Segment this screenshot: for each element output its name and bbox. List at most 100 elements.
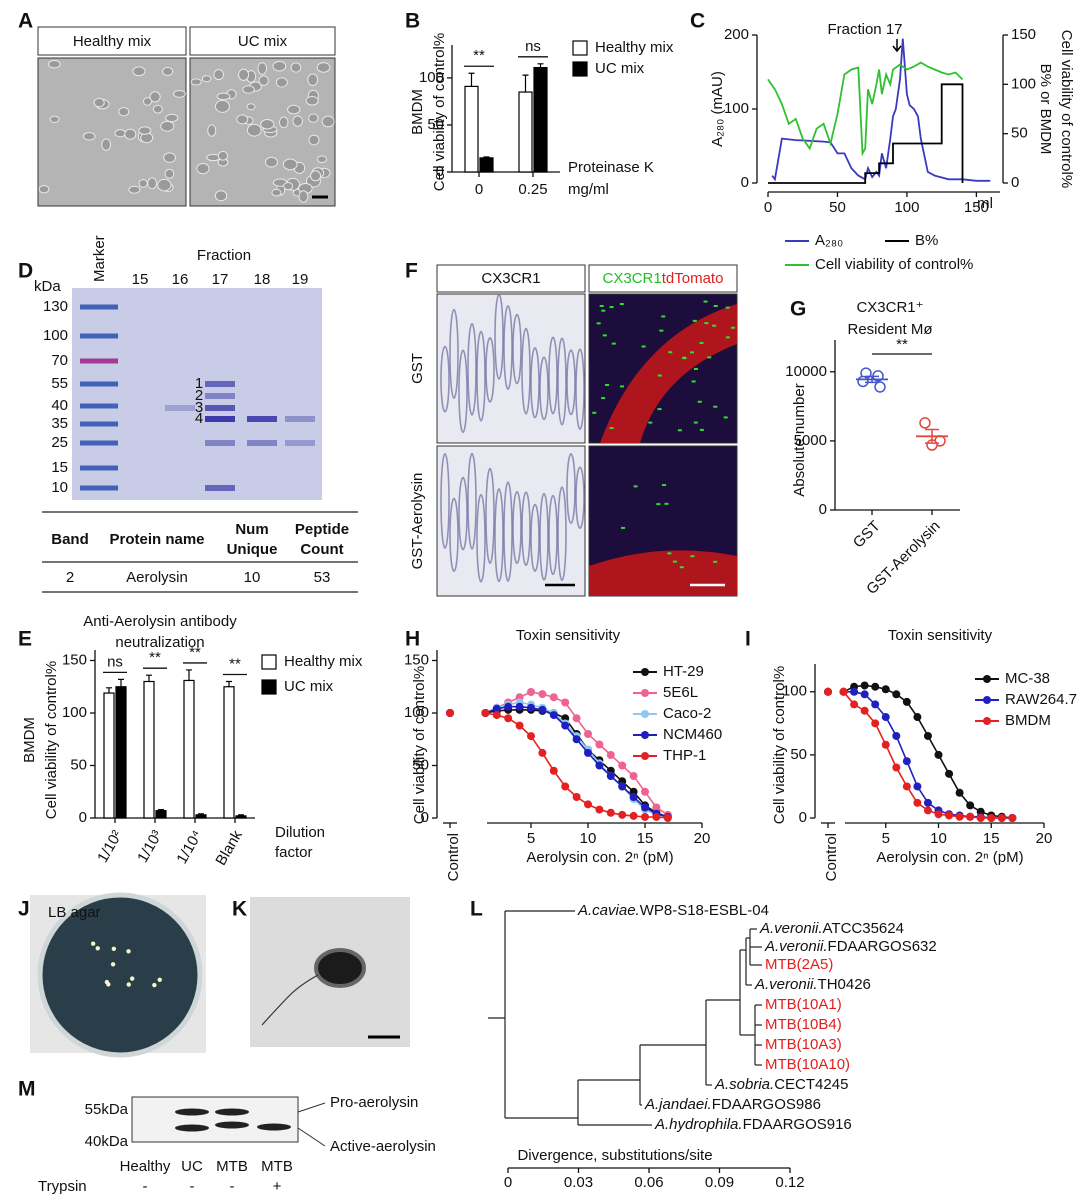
leaf-label: MTB(10A10) bbox=[765, 1056, 850, 1073]
strain: FDAARGOS986 bbox=[712, 1096, 821, 1113]
legend-label: Caco-2 bbox=[663, 705, 711, 722]
cell bbox=[173, 89, 186, 98]
chart-title: Resident Mø bbox=[847, 321, 932, 338]
significance-label: ** bbox=[229, 655, 241, 672]
y-tick-label: 0 bbox=[819, 501, 827, 518]
species: A.caviae. bbox=[577, 902, 640, 919]
legend-label: MC-38 bbox=[1005, 670, 1050, 687]
data-point bbox=[871, 700, 880, 709]
green-cell bbox=[596, 322, 601, 325]
header-label: CX3CR1 bbox=[481, 270, 540, 287]
error-bar bbox=[865, 375, 879, 384]
error-bar bbox=[146, 674, 152, 682]
protein-band bbox=[247, 416, 277, 422]
green-cell bbox=[667, 552, 672, 555]
cell bbox=[157, 178, 172, 192]
error-bar bbox=[198, 813, 204, 815]
header-box bbox=[588, 264, 738, 293]
lane-label: 18 bbox=[254, 271, 271, 288]
y-tick-label: 100 bbox=[782, 683, 807, 700]
data-point bbox=[881, 685, 890, 694]
strain: WP8-S18-ESBL-04 bbox=[640, 902, 769, 919]
lane-label: MTB bbox=[261, 1158, 293, 1175]
green-cell bbox=[599, 304, 604, 307]
data-point bbox=[572, 735, 581, 744]
green-cell bbox=[641, 345, 646, 348]
cell bbox=[308, 134, 320, 146]
cell bbox=[307, 73, 319, 87]
data-point bbox=[527, 688, 535, 696]
data-point bbox=[504, 702, 513, 711]
legend-swatch bbox=[572, 61, 588, 77]
green-cell bbox=[681, 356, 686, 359]
data-point bbox=[561, 698, 570, 707]
data-point bbox=[584, 730, 592, 738]
x-tick-label: 0 bbox=[764, 199, 772, 216]
axis-title: Cell viability of control% bbox=[771, 666, 788, 824]
x-tick-label: 0.25 bbox=[518, 181, 547, 198]
y-tick-label: 150 bbox=[404, 651, 429, 668]
legend-marker bbox=[983, 675, 991, 683]
legend-swatch bbox=[261, 679, 277, 695]
blot-band bbox=[215, 1121, 249, 1129]
panel-label: J bbox=[18, 898, 30, 921]
data-point bbox=[515, 721, 524, 730]
scale-tick-label: 0.06 bbox=[634, 1174, 663, 1191]
protein-band bbox=[205, 381, 235, 387]
y-tick-label: 150 bbox=[62, 651, 87, 668]
marker-band bbox=[80, 485, 118, 491]
crypt bbox=[440, 452, 450, 549]
lane-label: Healthy bbox=[120, 1158, 171, 1175]
crypt bbox=[467, 452, 477, 550]
species: A.jandaei. bbox=[644, 1096, 712, 1113]
header-label: UC mix bbox=[238, 33, 288, 50]
crypt bbox=[458, 476, 468, 551]
crypt bbox=[575, 466, 585, 529]
header-label: Healthy mix bbox=[73, 33, 152, 50]
colony bbox=[152, 982, 157, 988]
crypt bbox=[548, 494, 558, 576]
marker-kda: 40 bbox=[51, 397, 68, 414]
data-point bbox=[860, 706, 869, 715]
panel-label: A bbox=[18, 10, 33, 33]
leaf-label: A.veronii.TH0426 bbox=[754, 976, 871, 993]
y-tick-label: 100 bbox=[724, 100, 749, 117]
green-cell bbox=[668, 351, 673, 354]
error-bar bbox=[226, 680, 232, 687]
data-point bbox=[923, 798, 932, 807]
cell bbox=[305, 95, 319, 106]
treatment-sign: - bbox=[143, 1178, 148, 1195]
cell bbox=[272, 60, 287, 72]
data-point bbox=[641, 803, 649, 812]
data-line bbox=[771, 38, 991, 182]
green-cell bbox=[605, 383, 610, 386]
cell bbox=[278, 116, 289, 129]
error-bar bbox=[468, 72, 475, 87]
lane-label: MTB bbox=[216, 1158, 248, 1175]
crypt bbox=[467, 322, 477, 416]
green-cell bbox=[656, 503, 661, 506]
data-point bbox=[584, 748, 592, 757]
data-point bbox=[492, 704, 501, 713]
data-point bbox=[874, 381, 886, 393]
green-cell bbox=[609, 306, 614, 309]
data-point bbox=[584, 800, 592, 809]
axis-title: Aerolysin con. 2ⁿ (pM) bbox=[526, 849, 673, 866]
data-point bbox=[504, 714, 513, 723]
chart-title: neutralization bbox=[115, 634, 204, 651]
treatment-sign: - bbox=[230, 1178, 235, 1195]
error-bar bbox=[158, 809, 164, 811]
crypt bbox=[539, 356, 549, 421]
axis-title: Proteinase K bbox=[568, 159, 654, 176]
data-point bbox=[641, 787, 649, 796]
legend-label: RAW264.7 bbox=[1005, 691, 1077, 708]
green-cell bbox=[690, 351, 695, 354]
lane-label: 19 bbox=[292, 271, 309, 288]
panel-label: L bbox=[470, 898, 483, 921]
control-point bbox=[824, 687, 832, 696]
protein-band bbox=[247, 440, 277, 446]
species: A.veronii. bbox=[764, 938, 828, 955]
green-cell bbox=[713, 560, 718, 563]
data-point bbox=[892, 731, 901, 740]
cell bbox=[214, 99, 230, 113]
